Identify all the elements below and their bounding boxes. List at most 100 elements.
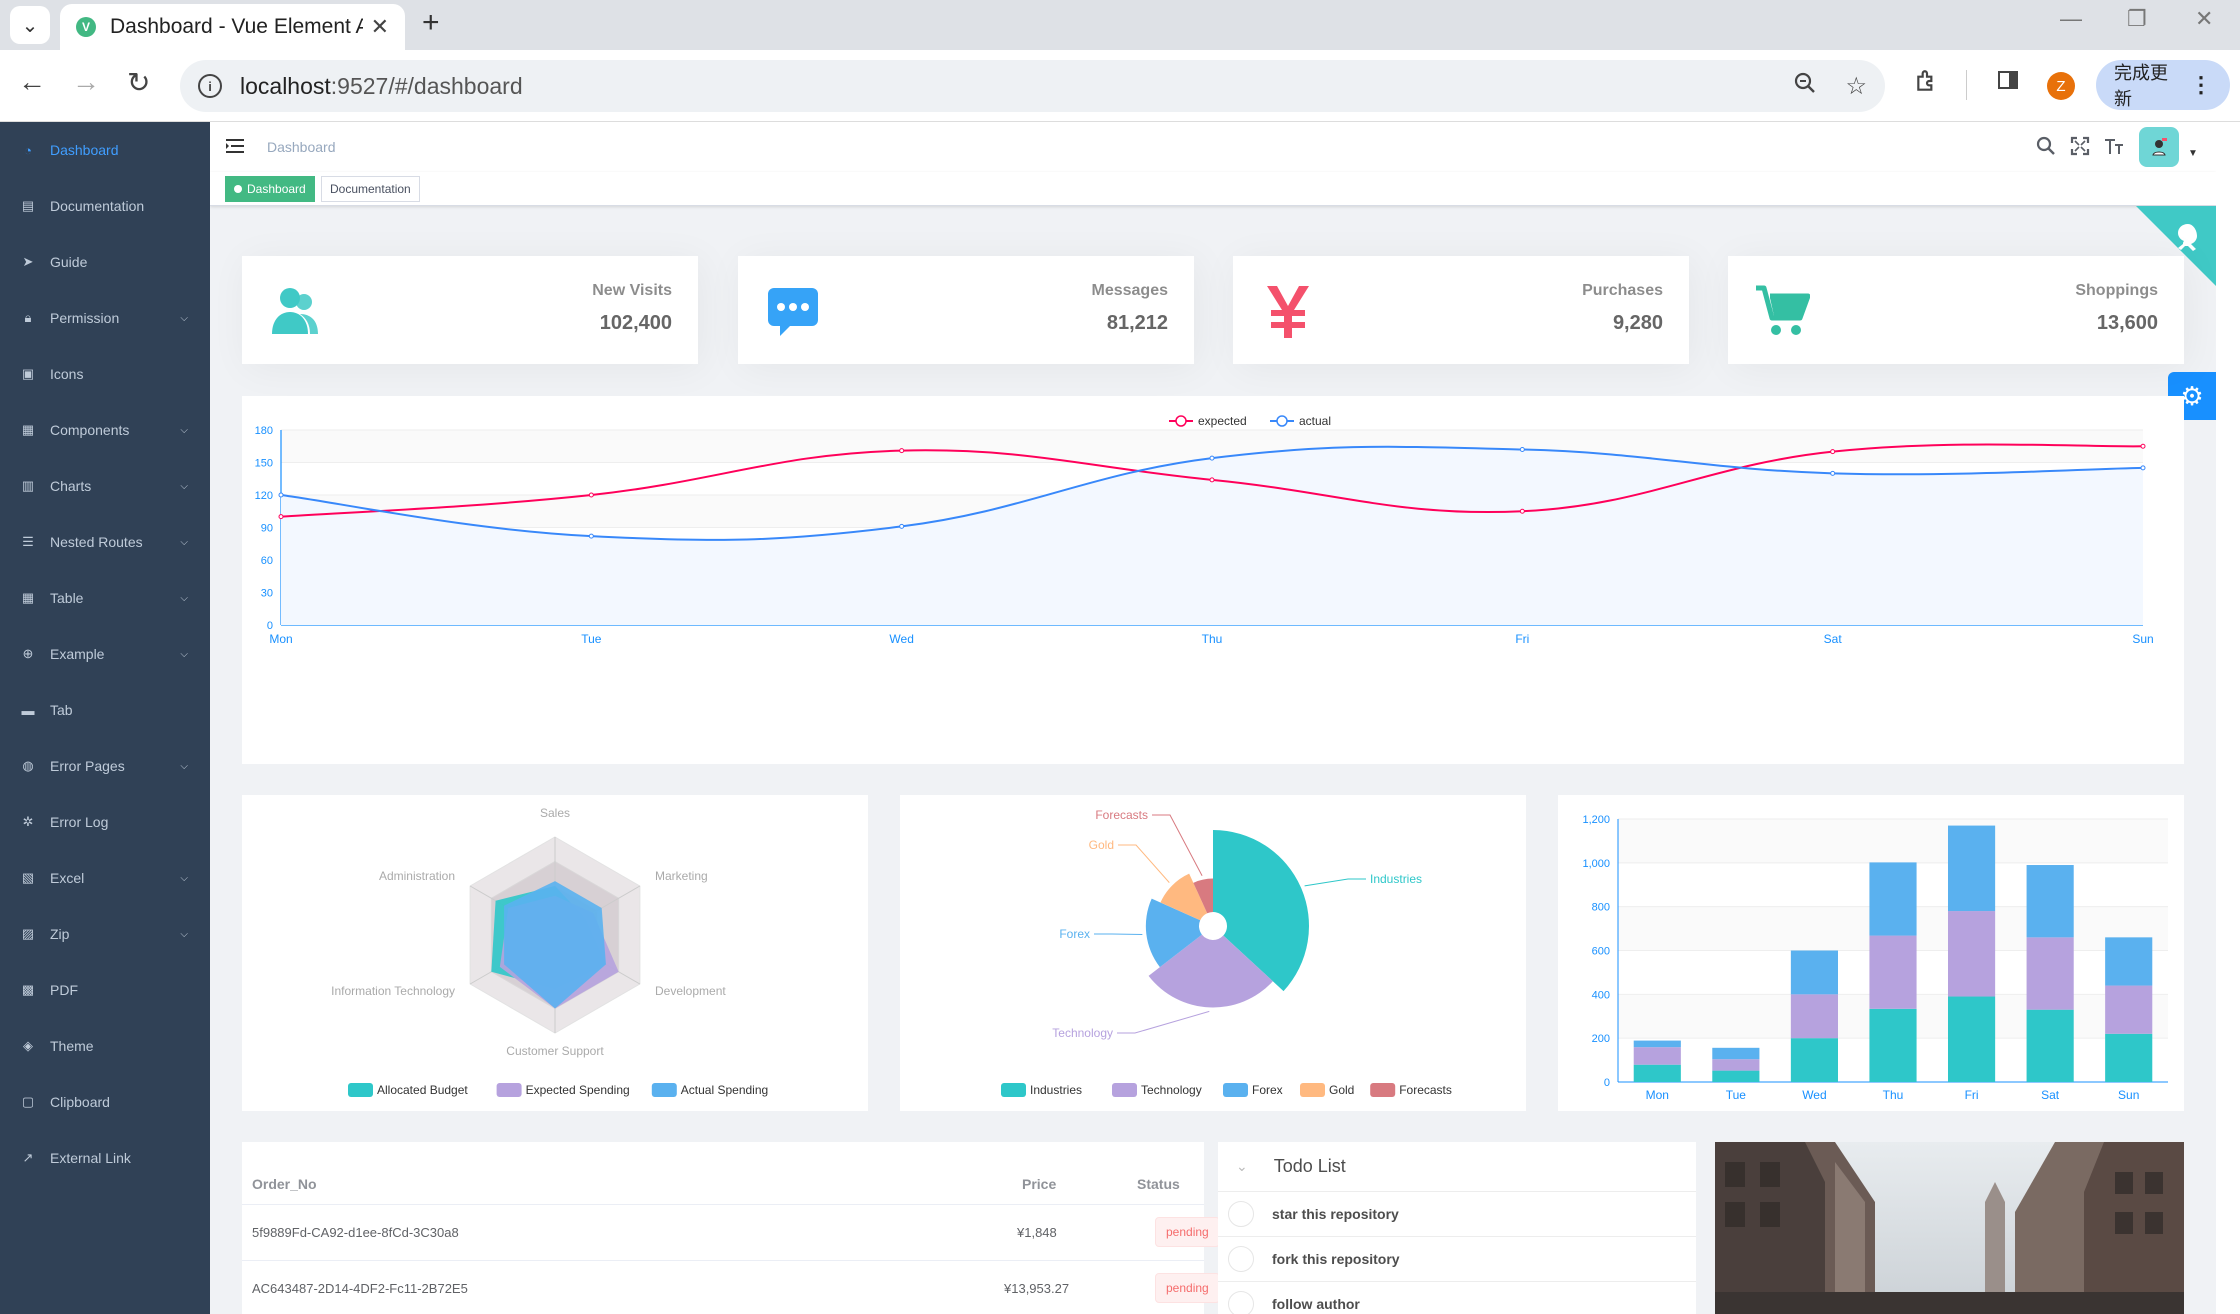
url-text[interactable]: localhost:9527/#/dashboard — [240, 73, 1765, 100]
shopping-icon — [1756, 285, 1810, 335]
data-point — [588, 533, 594, 539]
x-tick-label: Thu — [1883, 1088, 1904, 1102]
sidebar-item-error-pages[interactable]: ◍ Error Pages ⌵ — [0, 738, 210, 794]
toggle-all-chevron-icon[interactable]: ⌄ — [1236, 1158, 1248, 1174]
sidebar-item-dashboard[interactable]: ◔ Dashboard — [0, 122, 210, 178]
sidebar-item-error-log[interactable]: ✲ Error Log — [0, 794, 210, 850]
radar-indicator-label: Sales — [540, 806, 570, 820]
browser-toolbar: ← → ↻ i localhost:9527/#/dashboard ☆ Z 完… — [0, 50, 2240, 122]
panel-new-visits[interactable]: New Visits 102,400 — [242, 256, 698, 364]
todo-item[interactable]: fork this repository — [1218, 1237, 1696, 1282]
sidebar-item-zip[interactable]: ▨ Zip ⌵ — [0, 906, 210, 962]
sidebar-item-label: Charts — [50, 478, 92, 494]
restore-icon[interactable]: ❐ — [2127, 6, 2147, 31]
bar-pageA — [1633, 1064, 1681, 1082]
sidebar-item-label: Zip — [50, 926, 70, 942]
address-bar[interactable]: i localhost:9527/#/dashboard ☆ — [180, 60, 1885, 112]
legend-swatch — [348, 1083, 373, 1097]
guide-icon: ➤ — [22, 254, 34, 269]
back-icon[interactable]: ← — [18, 66, 46, 97]
profile-avatar[interactable]: Z — [2047, 72, 2075, 100]
forward-icon[interactable]: → — [72, 66, 100, 97]
legend-label: Technology — [1141, 1083, 1202, 1097]
todo-checkbox[interactable] — [1228, 1246, 1254, 1272]
radar-indicator-label: Customer Support — [506, 1044, 604, 1058]
browser-tab[interactable]: V Dashboard - Vue Element Admin ✕ — [60, 4, 405, 50]
close-window-icon[interactable]: ✕ — [2195, 6, 2214, 31]
sidebar-item-clipboard[interactable]: ▢ Clipboard — [0, 1074, 210, 1130]
sidebar-item-charts[interactable]: ▥ Charts ⌵ — [0, 458, 210, 514]
radar-series-actual-spending — [504, 881, 606, 1009]
sidebar-item-guide[interactable]: ➤ Guide — [0, 234, 210, 290]
hamburger-icon[interactable] — [226, 137, 244, 160]
tag-documentation[interactable]: Documentation — [321, 176, 420, 202]
user-dropdown-caret-icon[interactable]: ▼ — [2188, 148, 2198, 159]
panel-purchases[interactable]: Purchases 9,280 — [1233, 256, 1689, 364]
order-no-cell: 5f9889Fd-CA92-d1ee-8fCd-3C30a8 — [252, 1225, 459, 1240]
extensions-icon[interactable] — [1914, 68, 1940, 101]
more-menu-icon[interactable]: ⋮ — [2190, 72, 2212, 97]
bar-pageC — [1869, 862, 1917, 936]
legend-swatch — [1112, 1083, 1137, 1097]
grid-band — [1618, 819, 2168, 863]
table-row[interactable]: 5f9889Fd-CA92-d1ee-8fCd-3C30a8 ¥1,848 pe… — [242, 1204, 1220, 1260]
sidebar-item-permission[interactable]: 🔒︎ Permission ⌵ — [0, 290, 210, 346]
pie-label-line — [1152, 814, 1203, 876]
sidebar-item-label: Components — [50, 422, 130, 438]
side-panel-icon[interactable] — [1996, 68, 2020, 99]
close-tab-icon[interactable]: ✕ — [370, 14, 389, 39]
header-search-icon[interactable] — [2036, 136, 2056, 162]
todo-checkbox[interactable] — [1228, 1291, 1254, 1314]
sidebar-item-table[interactable]: ▦ Table ⌵ — [0, 570, 210, 626]
user-avatar[interactable] — [2139, 127, 2179, 167]
fullscreen-icon[interactable] — [2070, 136, 2090, 162]
chevron-down-icon: ⌵ — [180, 648, 188, 660]
todo-item[interactable]: star this repository — [1218, 1192, 1696, 1237]
tag-dashboard[interactable]: Dashboard — [225, 176, 315, 202]
site-info-icon[interactable]: i — [198, 74, 222, 98]
pie-label: Forecasts — [1095, 808, 1148, 822]
data-point — [1519, 508, 1525, 514]
size-select-icon[interactable] — [2104, 136, 2124, 162]
bar-pageA — [1948, 996, 1996, 1082]
sidebar-item-tab[interactable]: ▬ Tab — [0, 682, 210, 738]
header-order-no: Order_No — [252, 1176, 317, 1192]
github-corner-icon[interactable] — [2136, 206, 2216, 286]
update-button[interactable]: 完成更新 ⋮ — [2096, 60, 2230, 110]
link-icon: ↗ — [22, 1150, 34, 1165]
sidebar-item-documentation[interactable]: ▤ Documentation — [0, 178, 210, 234]
pie-label: Technology — [1052, 1026, 1113, 1040]
sidebar-item-components[interactable]: ▦ Components ⌵ — [0, 402, 210, 458]
pie-slice-forecasts — [1193, 878, 1213, 914]
chevron-down-icon: ⌵ — [180, 760, 188, 772]
sidebar-item-pdf[interactable]: ▩ PDF — [0, 962, 210, 1018]
sidebar-item-icons[interactable]: ▣ Icons — [0, 346, 210, 402]
tab-search-chevron-icon[interactable]: ⌄ — [10, 6, 50, 44]
new-tab-icon[interactable]: + — [422, 6, 440, 39]
y-tick-label: 90 — [261, 523, 273, 535]
todo-title: Todo List — [1273, 1156, 1346, 1176]
panel-messages[interactable]: Messages 81,212 — [738, 256, 1194, 364]
sidebar-item-excel[interactable]: ▧ Excel ⌵ — [0, 850, 210, 906]
bar-pageC — [2105, 937, 2153, 986]
sidebar-item-theme[interactable]: ◈ Theme — [0, 1018, 210, 1074]
people-icon — [272, 288, 318, 334]
bookmark-star-icon[interactable]: ☆ — [1845, 72, 1867, 100]
sidebar-item-label: Dashboard — [50, 142, 119, 158]
reload-icon[interactable]: ↻ — [127, 67, 151, 98]
zoom-icon[interactable] — [1793, 71, 1817, 102]
todo-item[interactable]: follow author — [1218, 1282, 1696, 1314]
url-host: localhost — [240, 72, 331, 99]
table-row[interactable]: AC643487-2D14-4DF2-Fc11-2B72E5 ¥13,953.2… — [242, 1260, 1220, 1314]
panel-shoppings[interactable]: Shoppings 13,600 — [1728, 256, 2184, 364]
minimize-icon[interactable]: — — [2060, 6, 2082, 31]
sidebar-item-label: Guide — [50, 254, 88, 270]
sidebar-item-external-link[interactable]: ↗ External Link — [0, 1130, 210, 1186]
bug-icon: ✲ — [22, 814, 34, 829]
sidebar-item-example[interactable]: ⊕ Example ⌵ — [0, 626, 210, 682]
bar-chart: 0 200 400 600 800 1,000 1,200 Mon Tue Wed Thu Fri Sa… — [1582, 814, 2168, 1102]
main-content: Dashboard ▼ Dashboard Documentation ⚙ Ne… — [210, 122, 2216, 1314]
todo-checkbox[interactable] — [1228, 1201, 1254, 1227]
sidebar-item-nested-routes[interactable]: ☰ Nested Routes ⌵ — [0, 514, 210, 570]
breadcrumb[interactable]: Dashboard — [267, 139, 336, 155]
